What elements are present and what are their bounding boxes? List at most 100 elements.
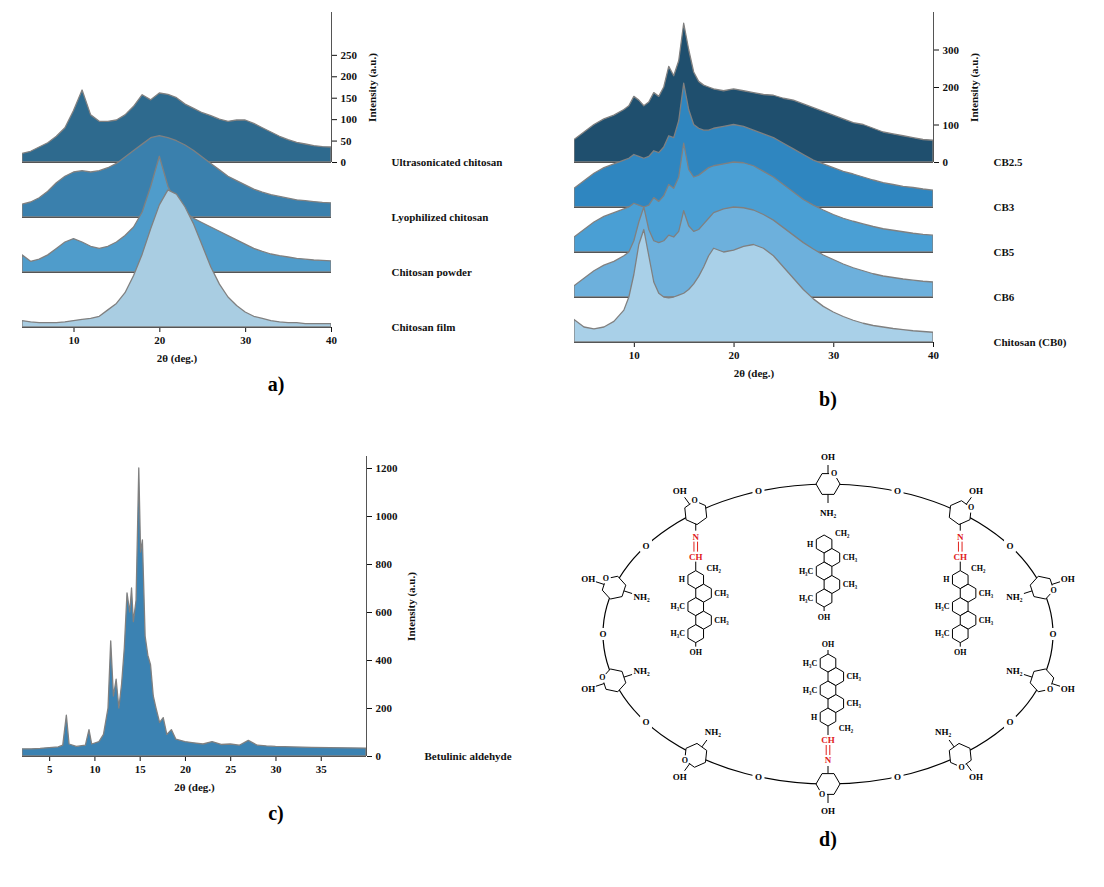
svg-text:N: N: [957, 532, 964, 542]
svg-text:O: O: [691, 496, 697, 505]
svg-text:O: O: [1049, 629, 1056, 639]
svg-text:Betulinic aldehyde: Betulinic aldehyde: [425, 750, 512, 762]
svg-text:2θ (deg.): 2θ (deg.): [174, 781, 215, 794]
svg-text:H₃C: H₃C: [799, 567, 814, 576]
svg-text:CB3: CB3: [994, 201, 1015, 213]
svg-text:CH₃: CH₃: [847, 672, 862, 681]
svg-text:H₃C: H₃C: [935, 629, 950, 638]
svg-text:Intensity (a.u.): Intensity (a.u.): [405, 572, 418, 641]
svg-text:NH₂: NH₂: [705, 727, 722, 737]
svg-text:0: 0: [943, 156, 949, 168]
svg-text:Ultrasonicated chitosan: Ultrasonicated chitosan: [392, 156, 503, 168]
svg-text:Intensity (a.u.): Intensity (a.u.): [366, 53, 379, 122]
svg-text:O: O: [1051, 586, 1057, 595]
svg-text:40: 40: [326, 334, 338, 346]
svg-text:NH₂: NH₂: [820, 508, 837, 518]
svg-text:0: 0: [341, 156, 347, 168]
svg-text:O: O: [1047, 685, 1053, 694]
svg-text:H: H: [807, 540, 814, 549]
svg-text:20: 20: [729, 349, 741, 361]
svg-text:H: H: [943, 575, 950, 584]
svg-text:30: 30: [828, 349, 840, 361]
svg-text:O: O: [819, 790, 825, 799]
svg-text:CB6: CB6: [994, 291, 1015, 303]
svg-text:O: O: [894, 486, 901, 496]
svg-text:400: 400: [376, 654, 393, 666]
svg-text:35: 35: [316, 763, 328, 775]
svg-text:H₃C: H₃C: [935, 602, 950, 611]
svg-text:CH₂: CH₂: [707, 564, 722, 573]
svg-text:O: O: [755, 772, 762, 782]
svg-text:CH: CH: [689, 552, 703, 562]
svg-text:OH: OH: [822, 640, 835, 649]
svg-text:H₃C: H₃C: [803, 659, 818, 668]
svg-text:50: 50: [341, 135, 353, 147]
svg-text:O: O: [599, 629, 606, 639]
svg-text:CH₃: CH₃: [714, 616, 729, 625]
svg-text:Intensity (a.u.): Intensity (a.u.): [968, 53, 981, 122]
svg-text:2θ (deg.): 2θ (deg.): [157, 352, 198, 365]
svg-text:1200: 1200: [376, 462, 399, 474]
svg-text:150: 150: [341, 92, 358, 104]
svg-text:CH₂: CH₂: [839, 724, 854, 733]
svg-text:CH₃: CH₃: [979, 589, 994, 598]
svg-text:Chitosan (CB0): Chitosan (CB0): [994, 336, 1067, 349]
svg-text:O: O: [894, 772, 901, 782]
svg-text:Chitosan film: Chitosan film: [392, 321, 456, 333]
svg-text:OH: OH: [821, 452, 835, 462]
svg-text:OH: OH: [1061, 574, 1075, 584]
svg-text:200: 200: [376, 702, 393, 714]
svg-text:NH₂: NH₂: [633, 592, 650, 602]
svg-text:CH: CH: [954, 552, 968, 562]
svg-text:N: N: [692, 532, 699, 542]
svg-text:H: H: [811, 713, 818, 722]
svg-text:300: 300: [943, 44, 960, 56]
svg-text:O: O: [958, 763, 964, 772]
svg-text:H₃C: H₃C: [799, 594, 814, 603]
svg-text:1000: 1000: [376, 510, 399, 522]
svg-text:O: O: [603, 574, 609, 583]
svg-text:O: O: [599, 673, 605, 682]
svg-text:2θ (deg.): 2θ (deg.): [734, 367, 775, 380]
svg-text:30: 30: [270, 763, 282, 775]
svg-text:O: O: [831, 469, 837, 478]
svg-text:CH: CH: [821, 735, 835, 745]
svg-text:10: 10: [89, 763, 101, 775]
svg-text:OH: OH: [1061, 684, 1075, 694]
svg-text:O: O: [1007, 541, 1014, 551]
svg-text:O: O: [755, 486, 762, 496]
svg-text:200: 200: [341, 70, 358, 82]
svg-text:CH₃: CH₃: [979, 616, 994, 625]
svg-text:H₃C: H₃C: [671, 629, 686, 638]
svg-text:15: 15: [135, 763, 147, 775]
svg-text:600: 600: [376, 606, 393, 618]
svg-text:H: H: [679, 575, 686, 584]
svg-text:OH: OH: [581, 684, 595, 694]
svg-text:O: O: [968, 503, 974, 512]
svg-text:OH: OH: [673, 772, 687, 782]
svg-text:OH: OH: [581, 574, 595, 584]
svg-text:200: 200: [943, 81, 960, 93]
svg-text:O: O: [642, 717, 649, 727]
svg-text:CH₃: CH₃: [847, 699, 862, 708]
svg-text:H₃C: H₃C: [671, 602, 686, 611]
svg-text:30: 30: [240, 334, 252, 346]
svg-text:OH: OH: [969, 486, 983, 496]
svg-text:OH: OH: [969, 772, 983, 782]
svg-text:25: 25: [225, 763, 237, 775]
svg-text:NH₂: NH₂: [633, 666, 650, 676]
svg-text:CH₂: CH₂: [971, 564, 986, 573]
svg-text:10: 10: [69, 334, 81, 346]
svg-text:CB2.5: CB2.5: [994, 156, 1024, 168]
svg-text:CH₃: CH₃: [843, 580, 858, 589]
svg-text:Chitosan powder: Chitosan powder: [392, 266, 472, 278]
svg-text:800: 800: [376, 558, 393, 570]
svg-text:40: 40: [928, 349, 940, 361]
svg-text:N: N: [825, 755, 832, 765]
svg-text:NH₂: NH₂: [1006, 592, 1023, 602]
svg-text:O: O: [682, 756, 688, 765]
svg-text:250: 250: [341, 49, 358, 61]
svg-text:CB5: CB5: [994, 246, 1015, 258]
svg-text:OH: OH: [818, 613, 831, 622]
svg-text:CH₃: CH₃: [714, 589, 729, 598]
